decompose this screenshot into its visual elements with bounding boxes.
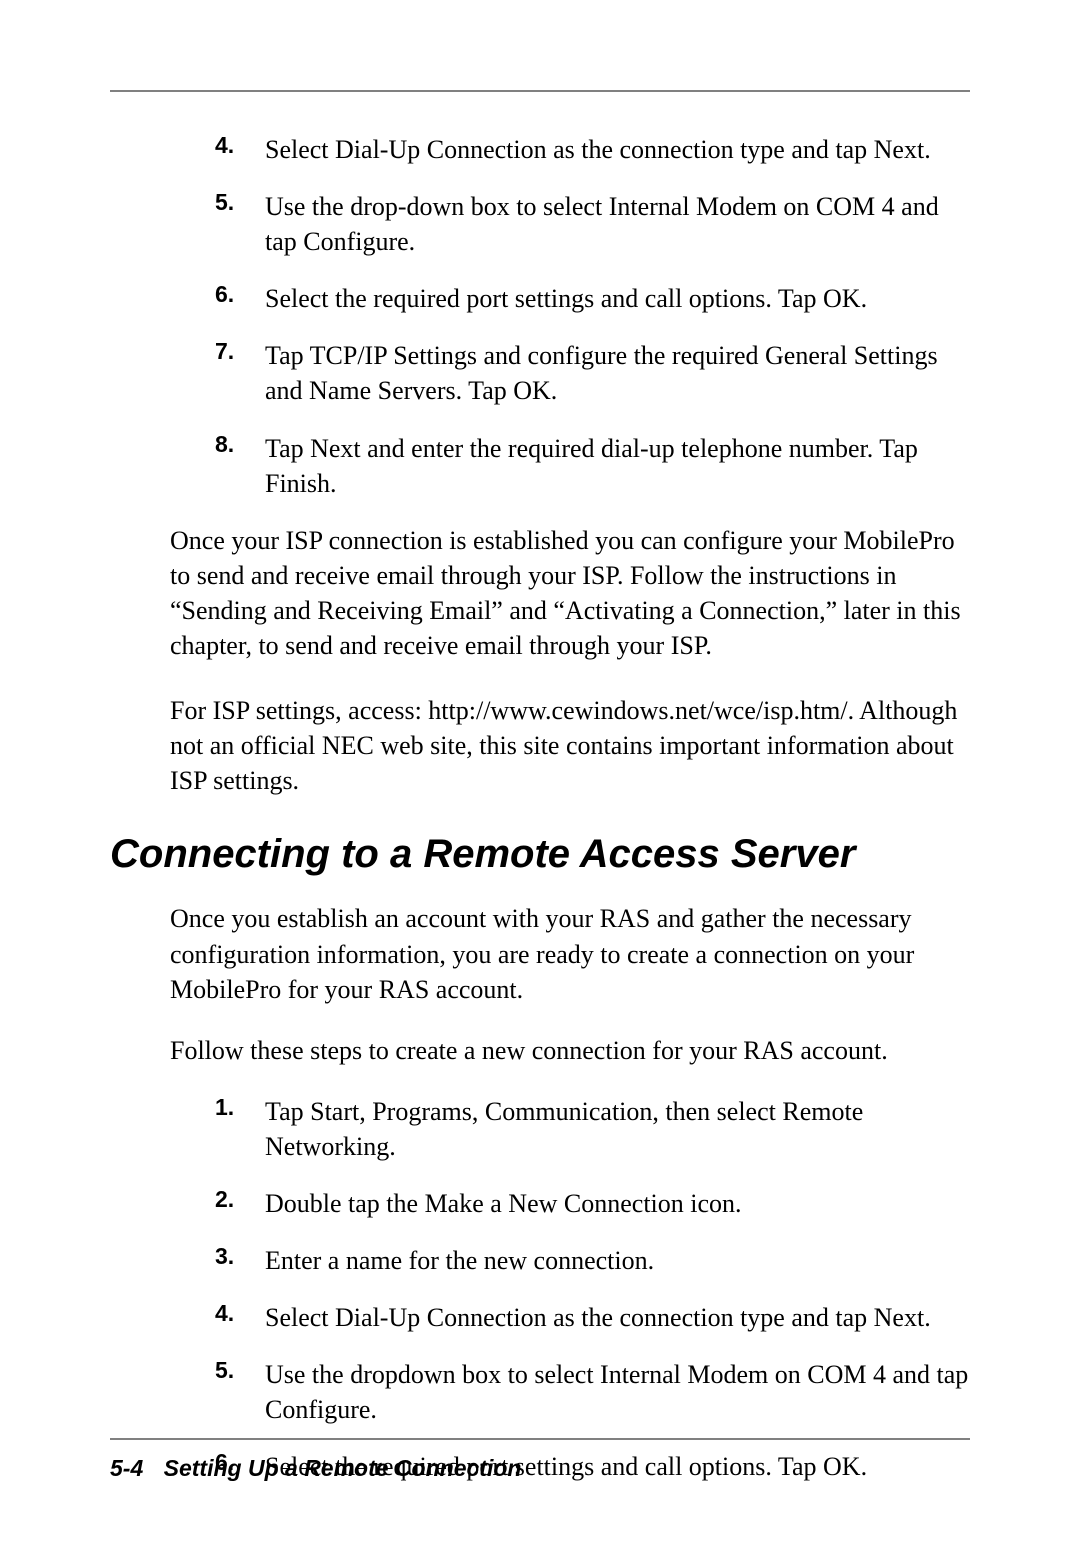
ras-step-5: 5. Use the dropdown box to select Intern… [215,1357,970,1427]
step-number: 4. [215,132,265,167]
step-number: 3. [215,1243,265,1278]
paragraph-ras-steps: Follow these steps to create a new conne… [170,1033,970,1068]
step-number: 2. [215,1186,265,1221]
ras-step-1: 1. Tap Start, Programs, Communication, t… [215,1094,970,1164]
step-number: 7. [215,338,265,408]
step-number: 4. [215,1300,265,1335]
paragraph-isp-established: Once your ISP connection is established … [170,523,970,663]
step-text: Tap Start, Programs, Communication, then… [265,1094,970,1164]
step-8: 8. Tap Next and enter the required dial-… [215,431,970,501]
step-text: Tap Next and enter the required dial-up … [265,431,970,501]
paragraph-isp-settings: For ISP settings, access: http://www.cew… [170,693,970,798]
paragraph-ras-intro: Once you establish an account with your … [170,901,970,1006]
step-number: 1. [215,1094,265,1164]
step-number: 5. [215,1357,265,1427]
step-5: 5. Use the drop-down box to select Inter… [215,189,970,259]
top-rule [110,90,970,92]
ras-step-3: 3. Enter a name for the new connection. [215,1243,970,1278]
bottom-rule [110,1438,970,1440]
ras-step-2: 2. Double tap the Make a New Connection … [215,1186,970,1221]
step-text: Use the drop-down box to select Internal… [265,189,970,259]
step-text: Select the required port settings and ca… [265,281,867,316]
step-text: Select Dial-Up Connection as the connect… [265,132,931,167]
footer-title: Setting Up a Remote Connection [164,1455,522,1481]
ras-step-4: 4. Select Dial-Up Connection as the conn… [215,1300,970,1335]
footer-page-number: 5-4 [110,1455,143,1481]
step-6: 6. Select the required port settings and… [215,281,970,316]
step-text: Tap TCP/IP Settings and configure the re… [265,338,970,408]
step-7: 7. Tap TCP/IP Settings and configure the… [215,338,970,408]
page-footer: 5-4 Setting Up a Remote Connection [110,1455,521,1482]
step-number: 8. [215,431,265,501]
step-text: Use the dropdown box to select Internal … [265,1357,970,1427]
step-number: 5. [215,189,265,259]
step-text: Select Dial-Up Connection as the connect… [265,1300,931,1335]
step-number: 6. [215,281,265,316]
step-text: Double tap the Make a New Connection ico… [265,1186,742,1221]
step-text: Enter a name for the new connection. [265,1243,654,1278]
step-4: 4. Select Dial-Up Connection as the conn… [215,132,970,167]
heading-ras: Connecting to a Remote Access Server [110,832,970,877]
